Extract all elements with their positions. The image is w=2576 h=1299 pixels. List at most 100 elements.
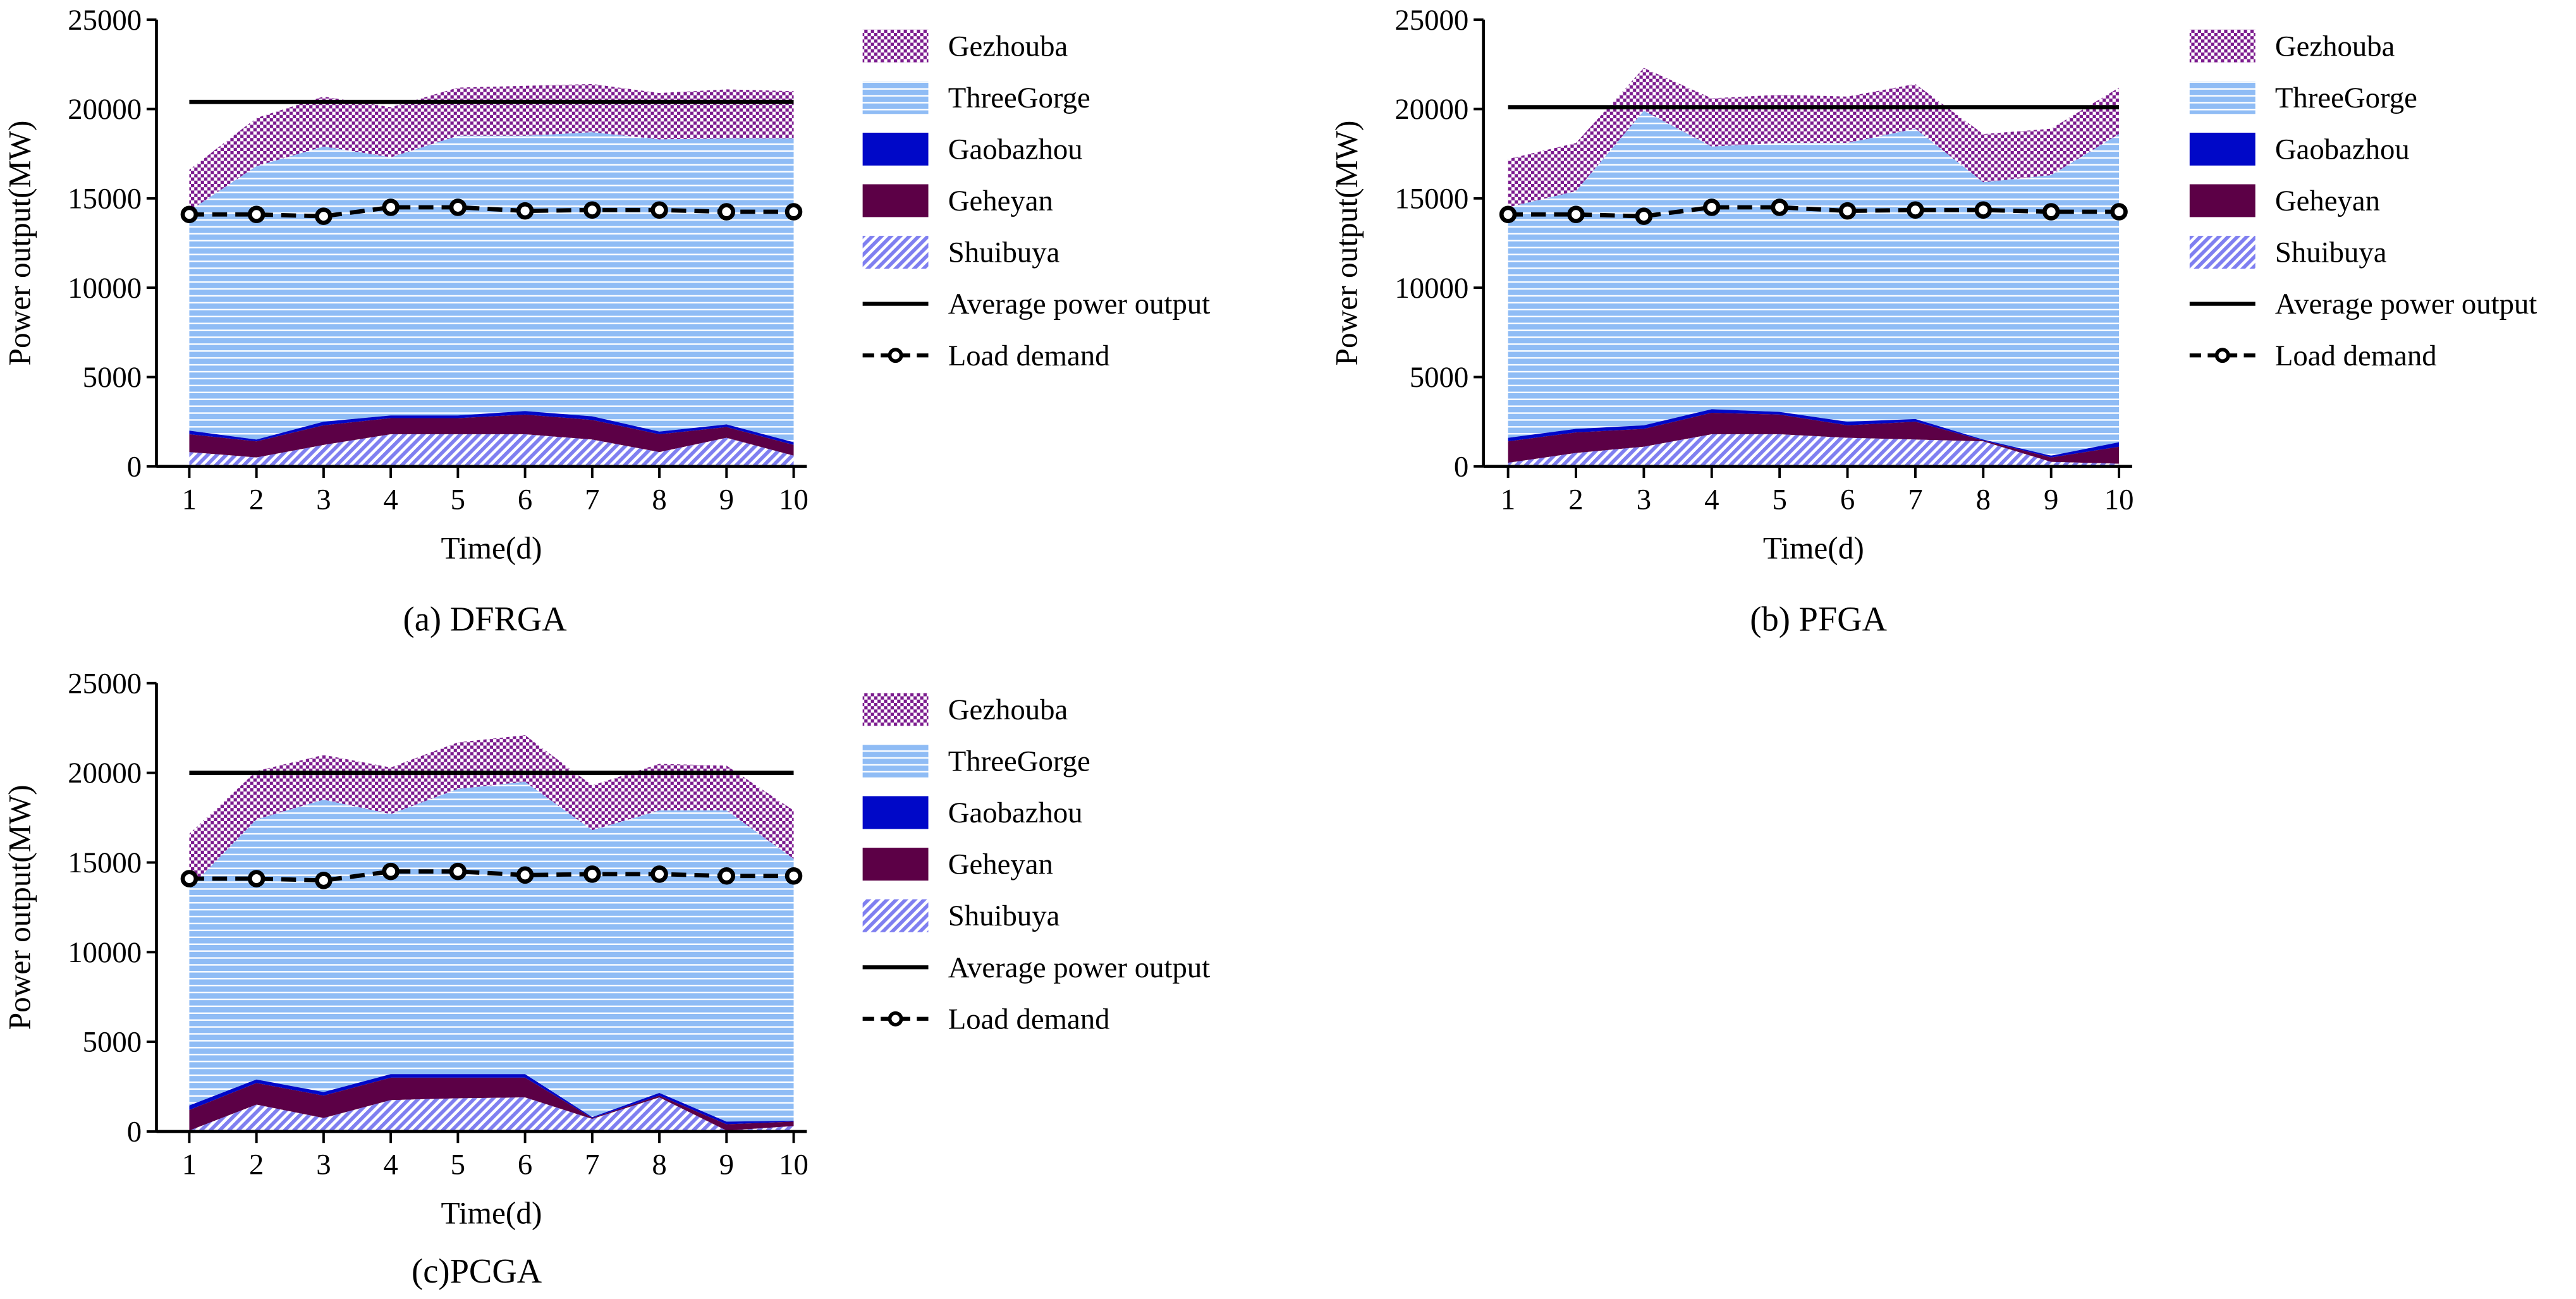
x-tick-label: 4 xyxy=(383,1149,398,1181)
legend-swatch xyxy=(862,81,929,114)
chart-panel-1: 0 5000 10000 15000 20000 25000 1 2 3 4 5 6 7 8 9 10 Time… xyxy=(2,4,1210,638)
load-demand-point xyxy=(583,865,601,883)
legend-item-shuibuya: Shuibuya xyxy=(2189,236,2387,269)
legend-label: Shuibuya xyxy=(948,900,1060,932)
load-demand-point xyxy=(650,865,668,883)
load-demand-point xyxy=(247,205,266,224)
legend-label: Average power output xyxy=(948,951,1211,984)
x-tick-label: 7 xyxy=(585,483,599,516)
area-threegorge xyxy=(1508,111,2120,456)
x-tick-label: 7 xyxy=(1908,483,1922,516)
x-tick-label: 9 xyxy=(719,483,734,516)
load-demand-point xyxy=(717,867,736,885)
x-tick-label: 6 xyxy=(518,1149,532,1181)
legend-item-geheyan: Geheyan xyxy=(2189,184,2380,217)
load-demand-point xyxy=(1771,198,1788,216)
load-demand-point xyxy=(180,205,198,224)
legend-label: Gaobazhou xyxy=(948,796,1083,829)
area-shuibuya xyxy=(189,434,794,467)
x-axis-label: Time(d) xyxy=(441,530,542,565)
legend-item-average-power-output: Average power output xyxy=(2189,288,2537,320)
y-tick-label: 20000 xyxy=(68,757,142,790)
y-axis-label: Power output(MW) xyxy=(2,784,37,1030)
legend-item-gezhouba: Gezhouba xyxy=(862,29,1068,63)
legend-item-average-power-output: Average power output xyxy=(862,288,1211,320)
legend-label: Gezhouba xyxy=(948,30,1068,63)
area-geheyan xyxy=(1508,413,2120,464)
y-tick-label: 5000 xyxy=(83,1026,142,1059)
load-demand-point xyxy=(1974,201,1993,219)
load-demand-point xyxy=(1635,207,1653,225)
x-tick-label: 10 xyxy=(779,483,809,516)
legend-label: Load demand xyxy=(948,339,1110,372)
y-tick-label: 0 xyxy=(127,450,142,483)
y-axis-label: Power output(MW) xyxy=(2,121,37,366)
legend-item-gaobazhou: Gaobazhou xyxy=(2189,132,2410,166)
x-tick-label: 8 xyxy=(652,1149,666,1181)
area-geheyan xyxy=(189,414,794,458)
x-tick-label: 2 xyxy=(249,483,264,516)
legend: Gezhouba ThreeGorge Gaobazhou Geheyan Shuibu… xyxy=(862,693,1211,1035)
area-gaobazhou xyxy=(189,411,794,445)
legend-label: ThreeGorge xyxy=(948,82,1090,114)
legend-swatch xyxy=(862,899,929,932)
x-tick-label: 5 xyxy=(451,1149,465,1181)
load-demand-point xyxy=(247,870,266,887)
area-threegorge xyxy=(189,781,794,1122)
legend-swatch-marker xyxy=(2214,348,2230,363)
legend-label: Average power output xyxy=(948,288,1211,320)
legend-swatch xyxy=(2189,236,2256,269)
load-demand-line xyxy=(189,205,794,219)
y-tick-label: 0 xyxy=(1454,450,1468,483)
y-tick-label: 5000 xyxy=(83,361,142,394)
x-tick-label: 7 xyxy=(585,1149,599,1181)
x-tick-label: 3 xyxy=(316,1149,331,1181)
area-gaobazhou xyxy=(189,1074,794,1125)
legend: Gezhouba ThreeGorge Gaobazhou Geheyan Shuibu… xyxy=(862,29,1211,372)
area-threegorge xyxy=(189,132,794,442)
x-tick-label: 2 xyxy=(1568,483,1583,516)
legend-swatch xyxy=(862,693,929,726)
chart-panel-3: 0 5000 10000 15000 20000 25000 1 2 3 4 5 6 7 8 9 10 Time… xyxy=(2,667,1210,1290)
load-demand-point xyxy=(1499,205,1517,224)
legend-label: Load demand xyxy=(948,1003,1110,1035)
chart-caption: (b) PFGA xyxy=(1750,600,1887,638)
legend-label: Geheyan xyxy=(948,848,1053,881)
area-gezhouba xyxy=(1508,68,2120,207)
legend-swatch xyxy=(2189,184,2256,217)
load-demand-point xyxy=(650,201,668,219)
legend-item-gaobazhou: Gaobazhou xyxy=(862,132,1083,166)
y-tick-label: 10000 xyxy=(1395,272,1468,305)
area-shuibuya xyxy=(1508,434,2120,467)
load-demand-point xyxy=(315,207,333,225)
y-tick-label: 15000 xyxy=(68,182,142,215)
y-tick-label: 0 xyxy=(127,1116,142,1149)
y-axis-label: Power output(MW) xyxy=(1329,121,1364,366)
legend-swatch xyxy=(862,132,929,166)
y-tick-label: 15000 xyxy=(68,846,142,879)
area-geheyan xyxy=(189,1077,794,1131)
x-tick-label: 2 xyxy=(249,1149,264,1181)
area-gezhouba xyxy=(189,83,794,211)
legend-label: Geheyan xyxy=(2275,185,2380,217)
load-demand-point xyxy=(1838,202,1857,220)
legend-swatch xyxy=(862,848,929,881)
load-demand-point xyxy=(2042,203,2060,221)
load-demand-point xyxy=(180,870,198,887)
load-demand-point xyxy=(717,203,736,221)
legend-item-average-power-output: Average power output xyxy=(862,951,1211,984)
legend-item-load-demand: Load demand xyxy=(2189,339,2437,372)
x-tick-label: 1 xyxy=(182,1149,197,1181)
legend-swatch xyxy=(862,744,929,778)
legend-label: Shuibuya xyxy=(948,236,1060,269)
legend-swatch-marker xyxy=(888,348,903,363)
load-demand-point xyxy=(516,202,534,220)
y-tick-label: 5000 xyxy=(1410,361,1469,394)
x-tick-label: 4 xyxy=(383,483,398,516)
x-tick-label: 8 xyxy=(652,483,666,516)
legend-swatch xyxy=(862,236,929,269)
legend-label: ThreeGorge xyxy=(948,745,1090,778)
load-demand-point xyxy=(449,862,467,881)
